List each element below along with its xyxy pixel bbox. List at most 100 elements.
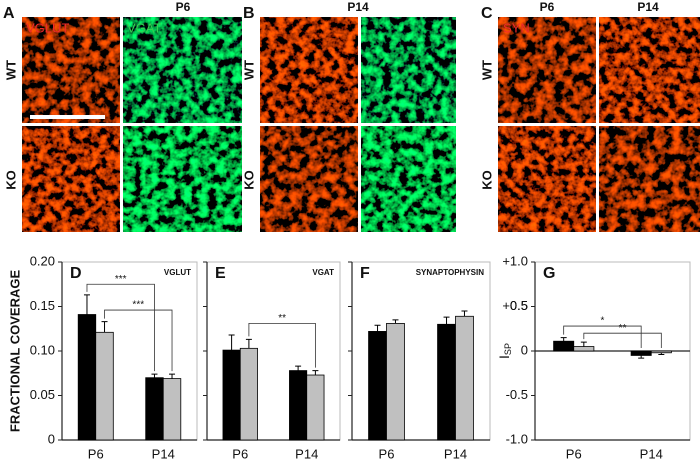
bar [289, 370, 308, 441]
chart-title: VGAT [312, 268, 334, 277]
column-title: P6 [176, 0, 191, 14]
error-bar [245, 338, 252, 349]
error-bar [83, 294, 90, 315]
x-tick-label: P6 [379, 446, 395, 461]
column-title: P14 [347, 0, 369, 14]
image-b-ko-vglut [260, 126, 358, 232]
panel-letter: A [3, 5, 15, 22]
bar [162, 378, 182, 441]
column-title: P6 [540, 0, 555, 14]
image-b-wt-vglut [260, 17, 358, 123]
y-tick-label: 0.20 [30, 253, 55, 268]
panel-letter: B [243, 5, 255, 22]
y-tick-label: -1.0 [506, 431, 528, 446]
bar [437, 323, 456, 441]
image-c-ko-p14 [599, 126, 700, 232]
panel-letter: F [360, 265, 370, 282]
significance-label: * [600, 316, 604, 327]
chart-title: SYNAPTOPHYSIN [416, 268, 485, 277]
row-label: KO [3, 170, 18, 190]
error-bar [443, 316, 450, 325]
row-label: WT [241, 60, 256, 80]
error-bar [392, 319, 399, 324]
bar [553, 340, 575, 352]
image-a-ko-vglut [22, 126, 120, 232]
error-bar [151, 373, 158, 378]
micrographs [22, 17, 700, 232]
bar [222, 349, 241, 441]
bar [239, 347, 258, 441]
image-c-wt-p6 [498, 17, 596, 123]
y-tick-label: +0.5 [502, 298, 528, 313]
image-c-ko-p6 [498, 126, 596, 232]
significance-bracket [104, 309, 173, 372]
y-tick-label: 0 [48, 431, 55, 446]
x-tick-label: P14 [295, 446, 318, 461]
x-tick-label: P14 [444, 446, 467, 461]
error-bar [461, 310, 468, 317]
bar [145, 377, 164, 441]
channel-label: SYN [503, 20, 530, 35]
x-tick-label: P6 [88, 446, 104, 461]
x-tick-label: P6 [566, 446, 582, 461]
panel-letter: E [215, 265, 226, 282]
y-axis-label-sub: SP [503, 343, 513, 355]
y-tick-label: 0.5 [510, 298, 528, 313]
significance-bracket [248, 323, 316, 368]
y-tick-label: 0.10 [30, 342, 55, 357]
y-axis-label-main: I [496, 355, 512, 359]
column-title: P14 [637, 0, 659, 14]
error-bar [638, 355, 645, 359]
bar [573, 346, 595, 352]
panel-letter: G [543, 265, 555, 282]
y-axis-label: FRACTIONAL COVERAGE [7, 270, 22, 433]
error-bar [101, 321, 108, 333]
error-bar [228, 334, 235, 351]
error-bar [169, 373, 176, 379]
row-label: WT [3, 60, 18, 80]
error-bar [312, 370, 319, 376]
panel-letter: D [70, 265, 82, 282]
panel-letter: C [481, 5, 493, 22]
row-label: KO [479, 170, 494, 190]
row-label: WT [479, 60, 494, 80]
bar [455, 315, 474, 441]
bar [386, 323, 405, 441]
y-tick-label: 0.05 [30, 387, 55, 402]
x-tick-label: P6 [232, 446, 248, 461]
image-a-wt-vgat [123, 17, 242, 123]
bar [95, 331, 114, 441]
image-b-ko-vgat [361, 126, 456, 232]
error-bar [560, 337, 567, 342]
channel-label: VGLUT [26, 20, 69, 35]
image-a-ko-vgat [123, 126, 242, 232]
x-tick-label: P14 [640, 446, 663, 461]
y-tick-label: -0.5 [506, 387, 528, 402]
x-tick-label: P14 [152, 446, 175, 461]
significance-label: ** [278, 313, 286, 324]
bar [650, 350, 672, 354]
chart-title: VGLUT [164, 268, 191, 277]
error-bar [658, 352, 665, 356]
significance-label: *** [115, 274, 127, 285]
row-label: KO [241, 170, 256, 190]
y-tick-label: 0 [521, 342, 528, 357]
bar [77, 314, 97, 441]
y-tick-label: 0.15 [30, 298, 55, 313]
image-c-wt-p14 [599, 17, 700, 123]
bar [368, 331, 387, 441]
error-bar [374, 324, 381, 332]
image-b-wt-vgat [361, 17, 456, 123]
error-bar [295, 365, 302, 371]
y-axis-label: ISP [496, 343, 514, 359]
error-bar [580, 341, 587, 347]
significance-label: ** [619, 323, 627, 334]
y-tick-label: +1.0 [502, 253, 528, 268]
significance-bracket [86, 283, 155, 372]
significance-label: *** [132, 300, 144, 311]
image-a-wt-vglut [22, 17, 120, 123]
significance-bracket [563, 325, 642, 348]
bar [630, 350, 652, 356]
